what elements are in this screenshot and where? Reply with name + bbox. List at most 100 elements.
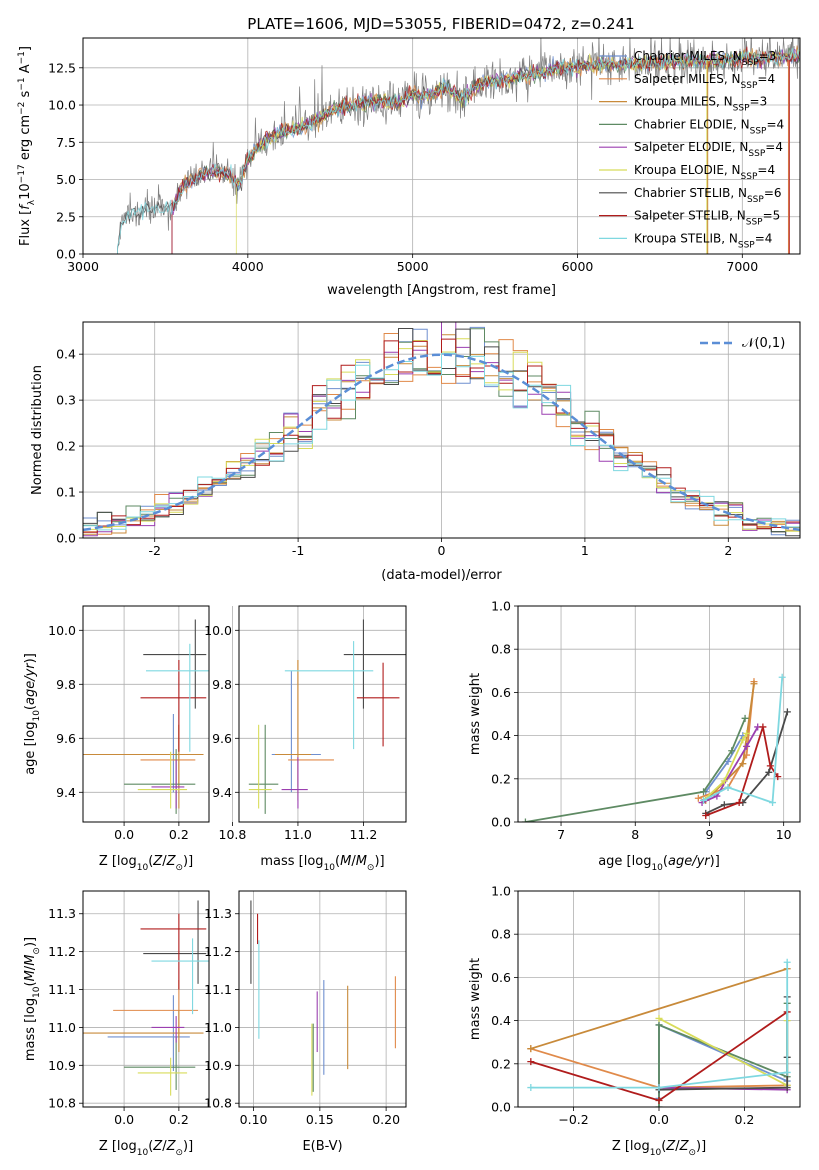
y-tick-label: 0.4 xyxy=(491,1013,511,1028)
y-tick-label: 0.8 xyxy=(491,642,511,657)
axes-frame xyxy=(82,37,801,255)
mass-weight-marker xyxy=(527,1058,535,1066)
y-axis-label: age [log10(age/yr)] xyxy=(23,653,42,775)
mass-weight-marker xyxy=(769,799,777,807)
normal-reference-curve xyxy=(83,353,800,532)
x-tick-label: 3000 xyxy=(67,259,99,274)
legend-entry: Salpeter STELIB, NSSP=5 xyxy=(634,209,780,228)
y-tick-label: 0.0 xyxy=(56,531,76,546)
mass-weight-marker xyxy=(778,673,786,681)
legend-entry: Kroupa ELODIE, NSSP=4 xyxy=(634,163,775,182)
x-tick-label: 0.2 xyxy=(169,827,189,842)
x-tick-label: 2 xyxy=(724,543,732,558)
mass-weight-marker xyxy=(720,801,728,809)
mass-weight-marker xyxy=(783,958,791,966)
plot-area xyxy=(117,38,800,254)
x-tick-label: 7000 xyxy=(726,259,758,274)
axes-frame xyxy=(517,890,801,1108)
y-tick-label: 10.9 xyxy=(204,1058,232,1073)
x-axis-label: E(B-V) xyxy=(302,1139,342,1154)
y-axis-label: Normed distribution xyxy=(30,365,45,495)
mass-weight-line-3 xyxy=(525,717,746,822)
y-tick-label: 10.0 xyxy=(204,623,232,638)
x-tick-label: -2 xyxy=(148,543,160,558)
y-tick-label: 0.0 xyxy=(56,247,76,262)
mass-weight-marker xyxy=(765,768,773,776)
mass-weight-marker xyxy=(655,1097,663,1105)
mass-weight-marker xyxy=(743,742,751,750)
axes-frame xyxy=(238,605,407,823)
y-tick-label: 0.6 xyxy=(491,685,511,700)
y-tick-label: 0.0 xyxy=(491,1100,511,1115)
legend-entry: Kroupa MILES, NSSP=3 xyxy=(634,95,767,114)
mass-weight-marker xyxy=(700,788,708,796)
y-axis-label: mass weight xyxy=(468,673,483,755)
y-axis-label: Flux [fλ10−17 erg cm−2 s−1 A−1] xyxy=(17,46,37,246)
axes-frame xyxy=(517,605,801,823)
legend-entry: 𝒩(0,1) xyxy=(742,336,785,351)
y-tick-label: 11.0 xyxy=(48,1020,76,1035)
x-tick-label: 0.0 xyxy=(114,1112,134,1127)
mass-weight-line-5 xyxy=(702,732,748,802)
y-tick-label: 11.0 xyxy=(204,1020,232,1035)
y-tick-label: 9.4 xyxy=(56,785,76,800)
x-axis-label: mass [log10(M/M⊙)] xyxy=(260,854,384,873)
mass-weight-line-8 xyxy=(703,677,784,804)
y-tick-label: 11.1 xyxy=(48,982,76,997)
y-tick-label: 11.3 xyxy=(204,906,232,921)
mass-weight-marker xyxy=(783,708,791,716)
y-tick-label: 0.2 xyxy=(56,439,76,454)
y-tick-label: 0.4 xyxy=(56,347,76,362)
mass-weight-line-3 xyxy=(658,1003,789,1107)
axes-frame xyxy=(82,605,210,823)
y-tick-label: 0.0 xyxy=(491,815,511,830)
x-tick-label: 1 xyxy=(581,543,589,558)
y-tick-label: 10.0 xyxy=(48,623,76,638)
mass-weight-marker xyxy=(783,1068,791,1076)
y-tick-label: 10.8 xyxy=(204,1096,232,1111)
panel-weight-vs-age: 7 8 9 10 0.0 0.2 0.4 0.6 0.8 1.0 age [log10(age/yr… xyxy=(468,599,801,873)
plot-area xyxy=(521,673,791,822)
mass-weight-marker xyxy=(759,723,767,731)
plot-area xyxy=(527,958,791,1107)
y-tick-label: 1.0 xyxy=(491,599,511,614)
x-axis-label: wavelength [Angstrom, rest frame] xyxy=(327,283,556,298)
mass-weight-marker xyxy=(783,1084,791,1092)
plot-area xyxy=(83,619,209,814)
panel-residuals: -2 -1 0 1 2 0.0 0.1 0.2 0.3 0.4 𝒩(0,1) (data-model)… xyxy=(30,321,801,583)
y-tick-label: 0.1 xyxy=(56,485,76,500)
y-tick-label: 0.4 xyxy=(491,728,511,743)
x-tick-label: 0.2 xyxy=(169,1112,189,1127)
plot-area xyxy=(83,322,800,537)
panel-age-vs-mass: 10.8 11.0 11.2 9.4 9.6 9.8 10.0 mass [log10(M/M… xyxy=(204,605,407,873)
y-tick-label: 10.8 xyxy=(48,1096,76,1111)
x-tick-label: 0.0 xyxy=(649,1112,669,1127)
panel-spectrum: 3000 4000 5000 6000 7000 0.0 2.5 5.0 7.5 10.0 12.5… xyxy=(17,37,801,298)
x-tick-label: 0.0 xyxy=(114,827,134,842)
x-tick-label: 8 xyxy=(631,827,639,842)
residual-histogram-8 xyxy=(83,352,800,531)
legend-entry: Salpeter MILES, NSSP=4 xyxy=(634,72,775,91)
mass-weight-marker xyxy=(739,760,747,768)
mass-weight-marker xyxy=(527,1045,535,1053)
x-tick-label: 0.15 xyxy=(306,1112,334,1127)
model-spectrum-8 xyxy=(117,47,800,254)
mass-weight-marker xyxy=(521,818,529,822)
x-axis-label: (data-model)/error xyxy=(381,568,502,583)
mass-weight-marker xyxy=(766,762,774,770)
mass-weight-marker xyxy=(735,799,743,807)
y-tick-label: 9.6 xyxy=(212,731,232,746)
plot-area xyxy=(83,900,209,1096)
mass-weight-marker xyxy=(750,680,758,688)
y-tick-label: 11.2 xyxy=(48,944,76,959)
y-tick-label: 11.3 xyxy=(48,906,76,921)
x-tick-label: 9 xyxy=(705,827,713,842)
x-tick-label: 5000 xyxy=(397,259,429,274)
axes-frame xyxy=(82,321,801,539)
legend-entry: Chabrier ELODIE, NSSP=4 xyxy=(634,117,784,136)
mass-weight-marker xyxy=(655,1014,663,1022)
mass-weight-marker xyxy=(655,1103,663,1107)
x-tick-label: −0.2 xyxy=(558,1112,588,1127)
x-tick-label: 7 xyxy=(557,827,565,842)
mass-weight-line-4 xyxy=(701,726,759,804)
